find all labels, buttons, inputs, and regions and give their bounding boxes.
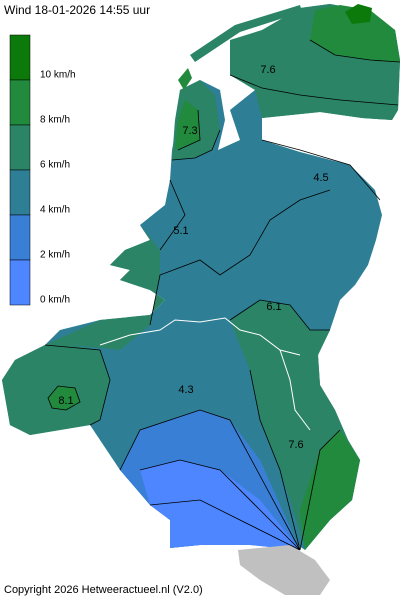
borders <box>99 317 311 431</box>
title: Wind 18-01-2026 14:55 uur <box>4 3 150 17</box>
legend-label: 0 km/h <box>40 295 70 306</box>
legend-swatch <box>9 169 31 216</box>
contour-label: 7.6 <box>260 64 275 76</box>
contour-label: 4.3 <box>178 384 193 396</box>
contour-label: 4.5 <box>313 172 328 184</box>
isolines <box>44 39 401 551</box>
contour-label: 8.1 <box>58 395 73 407</box>
contour-label: 6.1 <box>266 301 281 313</box>
contour-label: 7.6 <box>288 439 303 451</box>
legend-swatch <box>9 214 31 261</box>
legend-label: 10 km/h <box>40 70 76 81</box>
legend-label: 6 km/h <box>40 160 70 171</box>
legend-swatch <box>9 124 31 171</box>
contour-label: 7.3 <box>182 125 197 137</box>
map-labels: 7.6 7.3 4.5 5.1 6.1 4.3 8.1 7.6 <box>58 64 328 451</box>
legend: 10 km/h 8 km/h 6 km/h 4 km/h 2 km/h 0 km/h <box>9 34 76 306</box>
legend-swatch <box>9 79 31 126</box>
legend-swatch <box>9 259 31 306</box>
legend-label: 2 km/h <box>40 250 70 261</box>
legend-label: 4 km/h <box>40 205 70 216</box>
legend-swatch <box>9 34 31 81</box>
contour-label: 5.1 <box>173 225 188 237</box>
legend-label: 8 km/h <box>40 115 70 126</box>
copyright: Copyright 2026 Hetweeractueel.nl (V2.0) <box>4 584 203 596</box>
